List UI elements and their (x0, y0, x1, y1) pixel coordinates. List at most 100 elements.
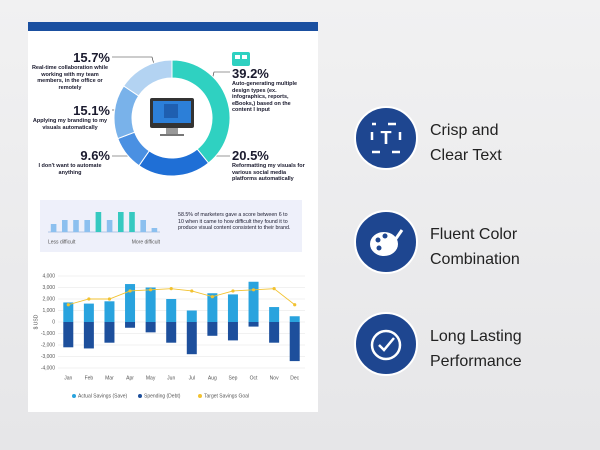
y-axis-title: $ USD (33, 314, 39, 329)
bar (186, 322, 197, 355)
target-point (210, 295, 214, 299)
x-tick-label: Sep (229, 375, 238, 381)
bar (186, 310, 197, 322)
difficulty-bar (151, 228, 158, 232)
x-tick-label: Jun (167, 375, 175, 381)
x-tick-label: Jan (64, 375, 72, 381)
bar (227, 294, 238, 322)
bar (145, 287, 156, 322)
x-tick-label: Oct (250, 375, 258, 381)
difficulty-bar (73, 220, 79, 232)
target-point (66, 303, 70, 307)
feature-text: Fluent Color (430, 226, 518, 243)
bar (248, 281, 259, 322)
x-tick-label: Mar (105, 375, 114, 381)
bar (207, 322, 218, 336)
donut-percent: 9.6% (80, 148, 110, 163)
donut-percent: 39.2% (232, 66, 269, 81)
bar (166, 299, 177, 322)
difficulty-bar (62, 220, 68, 232)
difficulty-bar (129, 212, 135, 232)
difficulty-bar (118, 212, 124, 232)
x-tick-label: Aug (208, 375, 217, 381)
y-tick-label: 0 (52, 319, 55, 325)
bar (104, 301, 115, 322)
difficulty-bar (95, 212, 102, 232)
x-tick-label: Feb (85, 375, 94, 381)
bar (145, 322, 156, 333)
svg-text:T: T (381, 128, 392, 148)
legend-swatch (138, 394, 142, 398)
bar (166, 322, 177, 343)
bar (269, 307, 280, 322)
feature-text: Combination (430, 251, 520, 268)
difficulty-low-label: Less difficult (48, 239, 76, 245)
donut-percent: 20.5% (232, 148, 269, 163)
x-tick-label: Apr (126, 375, 134, 381)
x-tick-label: Dec (290, 375, 299, 381)
bar (63, 322, 74, 348)
bar (248, 322, 259, 327)
legend-swatch (72, 394, 76, 398)
feature-text: Clear Text (430, 147, 502, 164)
y-tick-label: 3,000 (42, 285, 55, 291)
target-point (272, 287, 276, 291)
y-tick-label: -4,000 (41, 365, 55, 371)
target-point (128, 289, 132, 293)
y-tick-label: 2,000 (42, 296, 55, 302)
y-tick-label: 4,000 (42, 273, 55, 279)
bar (104, 322, 115, 343)
legend-swatch (198, 394, 202, 398)
feature-text: Long Lasting (430, 328, 522, 345)
donut-description: Real-time collaboration while working wi… (31, 65, 109, 91)
bar (125, 322, 136, 328)
target-point (107, 297, 112, 301)
difficulty-bar (84, 220, 90, 232)
bar (83, 322, 94, 349)
x-tick-label: May (146, 375, 156, 381)
bar (125, 284, 136, 322)
bar (269, 322, 280, 343)
y-tick-label: -2,000 (41, 342, 55, 348)
target-point (231, 289, 235, 293)
target-point (169, 287, 173, 291)
template-icon (232, 52, 250, 66)
difficulty-bar (106, 220, 113, 232)
target-point (190, 289, 194, 293)
target-point (149, 288, 153, 292)
donut-description: I don't want to automate anything (38, 163, 102, 176)
feature-text: Performance (430, 353, 522, 370)
feature-badges: T (354, 106, 418, 376)
legend-label: Actual Savings (Save) (78, 393, 128, 399)
bar (227, 322, 238, 341)
difficulty-bar (140, 220, 146, 232)
y-tick-label: -3,000 (41, 354, 55, 360)
donut-percent: 15.7% (73, 50, 110, 65)
target-line (68, 288, 295, 306)
y-tick-label: -1,000 (41, 331, 55, 337)
monitor-icon (150, 98, 194, 136)
donut-description: Reformatting my visuals for various soci… (232, 163, 305, 182)
poster-header-bar (28, 22, 318, 31)
bar (83, 303, 94, 322)
target-point (293, 303, 297, 307)
bar (289, 316, 300, 322)
legend-label: Spending (Debt) (144, 393, 181, 399)
y-tick-label: 1,000 (42, 308, 55, 314)
difficulty-panel (40, 200, 302, 252)
feature-text: Crisp and (430, 122, 499, 139)
x-tick-label: Nov (270, 375, 279, 381)
x-tick-label: Jul (189, 375, 195, 381)
difficulty-high-label: More difficult (132, 239, 161, 245)
difficulty-text: 58.5% of marketers gave a score between … (178, 212, 291, 231)
bar (207, 293, 218, 322)
bar (63, 302, 74, 322)
target-point (251, 288, 256, 292)
donut-percent: 15.1% (73, 103, 110, 118)
legend-label: Target Savings Goal (204, 393, 249, 399)
donut-description: Applying my branding to my visuals autom… (32, 118, 108, 131)
donut-segment (122, 59, 173, 97)
target-point (87, 297, 91, 301)
